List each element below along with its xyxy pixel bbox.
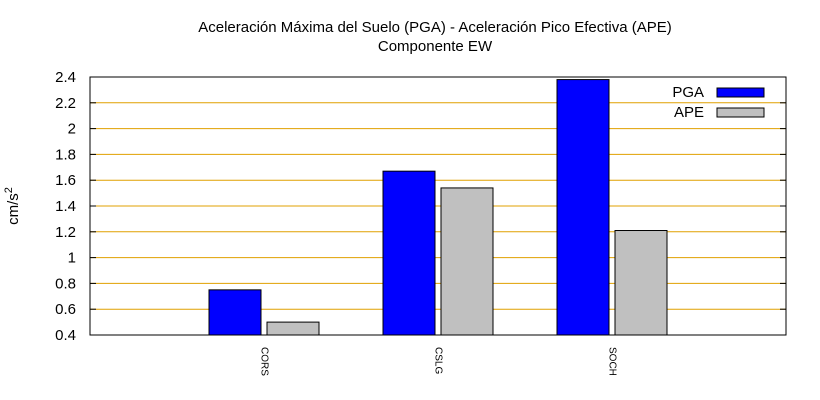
legend-label-pga: PGA <box>672 84 704 101</box>
y-tick-label: 2.4 <box>55 69 76 86</box>
bar-ape-cors <box>266 321 320 336</box>
bars <box>208 79 668 336</box>
y-axis-label-text: cm/s <box>5 193 22 225</box>
bar-ape-soch <box>614 230 668 336</box>
y-tick-label: 2 <box>68 121 76 138</box>
legend-label-ape: APE <box>674 104 704 121</box>
legend: PGA APE <box>672 84 765 121</box>
x-tick-label: CSLG <box>432 347 443 374</box>
chart-subtitle: Componente EW <box>378 38 493 55</box>
bar-pga-cslg <box>382 170 436 336</box>
y-tick-label: 1.8 <box>55 146 76 163</box>
y-axis-label: cm/s2 <box>3 187 22 225</box>
y-tick-label: 1.4 <box>55 198 76 215</box>
legend-swatch-pga <box>716 87 765 98</box>
bar-ape-cslg <box>440 187 494 336</box>
legend-swatch-ape <box>716 107 765 118</box>
y-tick-label: 1.6 <box>55 172 76 189</box>
bar-pga-cors <box>208 289 262 336</box>
svg-text:cm/s2: cm/s2 <box>3 187 22 225</box>
y-tick-label: 1 <box>68 250 76 267</box>
y-axis-label-superscript: 2 <box>3 187 15 193</box>
x-category-labels: CORS CSLG SOCH <box>258 347 617 376</box>
bar-pga-soch <box>556 79 610 336</box>
grid-lines <box>90 102 786 310</box>
x-tick-label: SOCH <box>606 347 617 376</box>
chart-title: Aceleración Máxima del Suelo (PGA) - Ace… <box>198 19 672 36</box>
x-tick-label: CORS <box>258 347 269 376</box>
y-tick-label: 2.2 <box>55 95 76 112</box>
y-tick-label: 0.6 <box>55 301 76 318</box>
y-ticks: 0.4 0.6 0.8 1 1.2 1.4 1.6 1.8 2 2.2 2.4 <box>55 69 786 344</box>
y-tick-label: 0.8 <box>55 275 76 292</box>
y-tick-label: 0.4 <box>55 327 76 344</box>
y-tick-label: 1.2 <box>55 224 76 241</box>
